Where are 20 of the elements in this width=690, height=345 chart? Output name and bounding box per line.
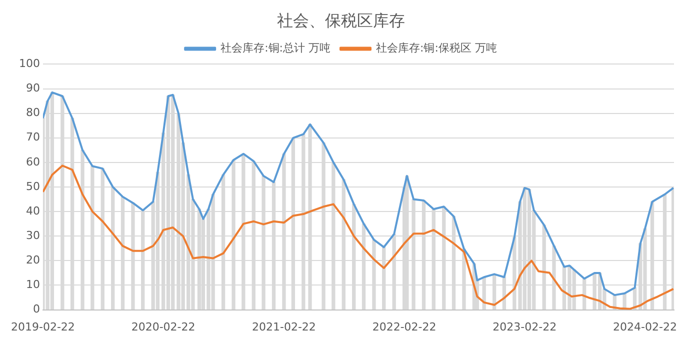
y-tick-label: 50 — [26, 180, 40, 193]
y-tick-label: 100 — [18, 57, 40, 70]
y-tick-label: 70 — [26, 130, 40, 144]
y-tick-label: 40 — [26, 204, 40, 218]
y-tick-label: 80 — [26, 106, 40, 120]
x-tick-label: 2019-02-22 — [10, 320, 75, 334]
y-tick-label: 30 — [26, 228, 40, 242]
x-tick-label: 2021-02-22 — [252, 320, 316, 334]
x-tick-label: 2022-02-22 — [372, 320, 436, 334]
x-tick-label: 2024-02-22 — [613, 320, 677, 334]
y-tick-label: 20 — [26, 254, 40, 267]
x-tick-label: 2023-02-22 — [492, 320, 557, 334]
chart-title: 社会、保税区库存 — [277, 10, 405, 30]
legend-label: 社会库存:铜:总计 万吨 — [220, 42, 331, 55]
y-tick-label: 0 — [32, 302, 40, 316]
x-tick-label: 2020-02-22 — [131, 320, 196, 334]
legend-label: 社会库存:铜:保税区 万吨 — [376, 42, 497, 55]
y-tick-label: 10 — [26, 278, 40, 292]
y-tick-label: 90 — [26, 82, 40, 95]
y-tick-label: 60 — [26, 155, 40, 168]
